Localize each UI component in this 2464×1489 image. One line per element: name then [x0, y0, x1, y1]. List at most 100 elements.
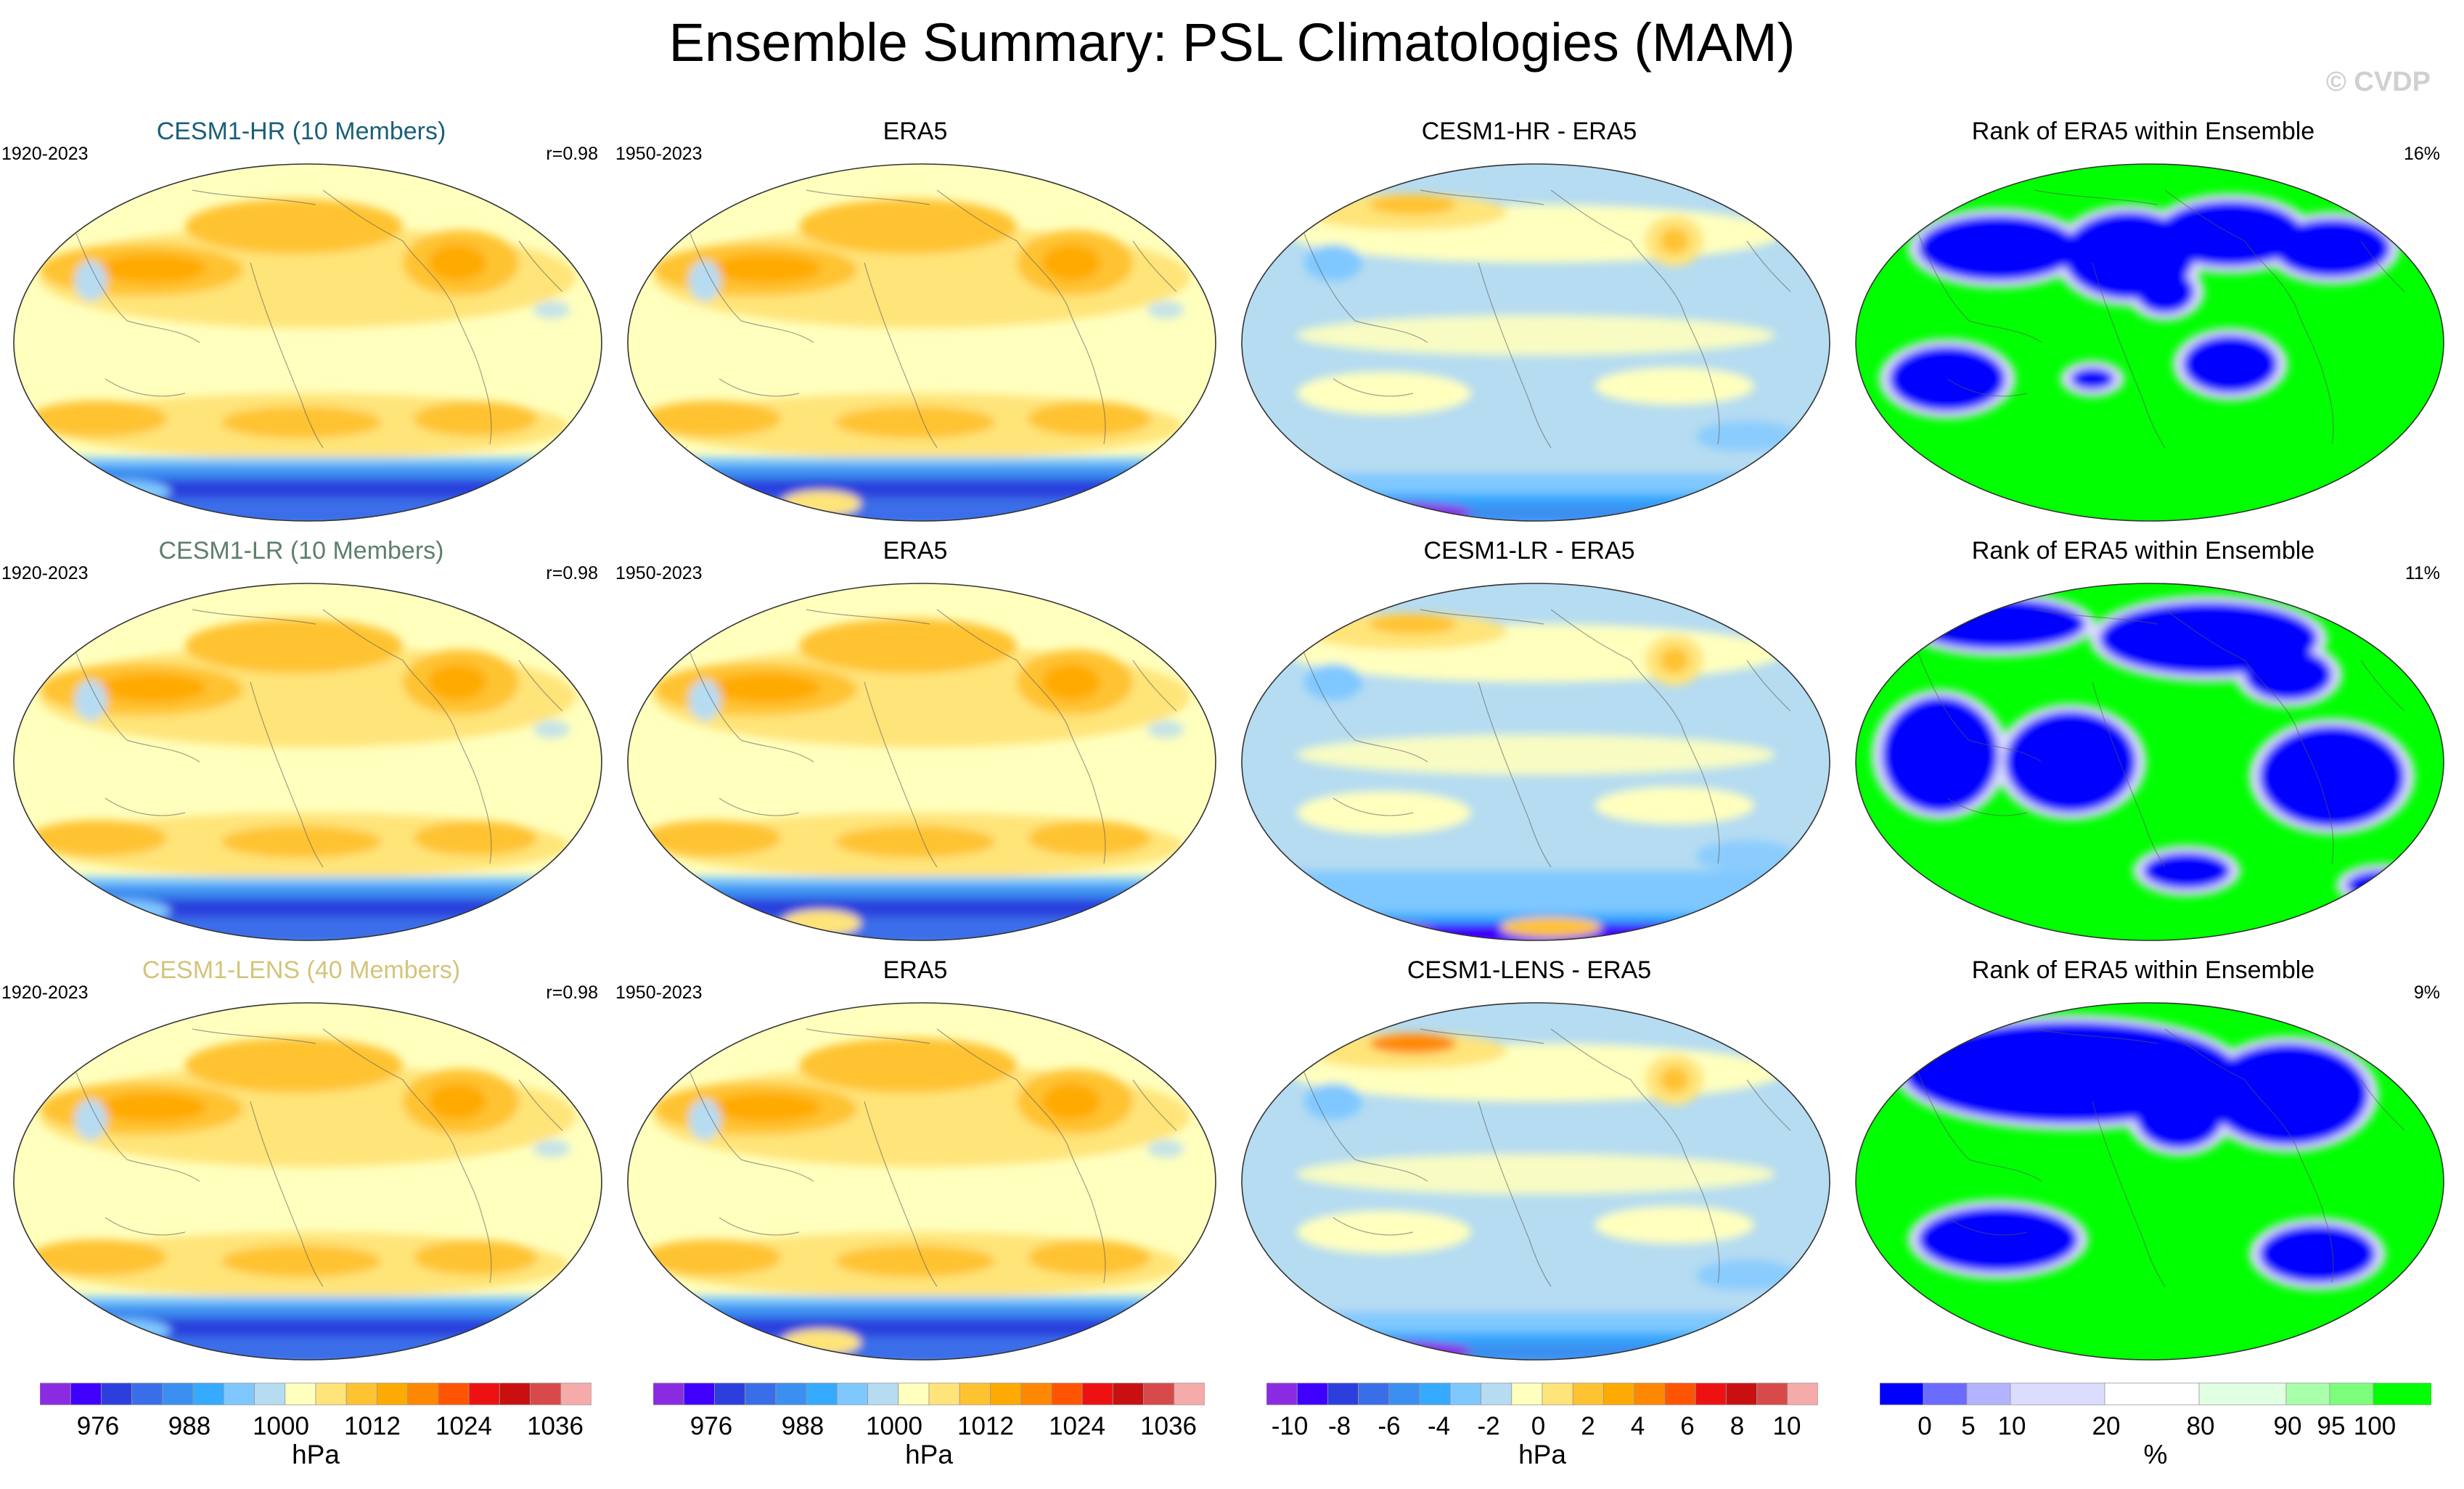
colorbar-swatch — [40, 1382, 71, 1406]
coastline — [2360, 240, 2405, 292]
coastline — [1947, 1217, 2028, 1236]
rank-percent-label: 16% — [2403, 144, 2440, 164]
rank-low-region — [2209, 1043, 2368, 1145]
colorbar-swatch — [1388, 1382, 1420, 1406]
colorbar-swatch — [285, 1382, 316, 1406]
colorbar-tick-label: 988 — [168, 1412, 211, 1440]
contour-band — [14, 885, 602, 901]
contour-region — [835, 406, 995, 438]
pattern-correlation-label: r=0.98 — [546, 144, 598, 164]
rank-low-region — [2005, 711, 2136, 813]
map-container — [11, 581, 605, 943]
panel-title: Rank of ERA5 within Ensemble — [1971, 956, 2315, 984]
contour-region — [185, 618, 403, 673]
contour-region — [835, 1245, 995, 1277]
panel-obs-row2: ERA5 1950-2023 — [614, 536, 1216, 942]
contour-region — [1595, 787, 1754, 824]
contour-region — [643, 1239, 781, 1276]
colorbar-tick-label: 1000 — [866, 1412, 922, 1440]
contour-region — [428, 664, 486, 700]
colorbar-tick-label: 1036 — [527, 1412, 584, 1440]
coastline — [806, 609, 930, 625]
panel-title: CESM1-HR (10 Members) — [156, 118, 446, 145]
coastline — [936, 1028, 1106, 1284]
colorbar-swatch — [1358, 1382, 1390, 1406]
colorbar-swatch — [959, 1382, 991, 1406]
panel-diff-row1: CESM1-HR - ERA5 — [1228, 116, 1830, 522]
contour-region — [98, 673, 207, 702]
colorbar-swatch — [438, 1382, 470, 1406]
colorbar-unit-label: % — [2143, 1440, 2168, 1469]
colorbar-unit-label: hPa — [1518, 1440, 1566, 1469]
colorbar-tick-label: -4 — [1427, 1412, 1451, 1440]
coastline — [192, 609, 316, 625]
rank-low-region — [2274, 219, 2390, 277]
contour-band — [14, 498, 602, 521]
contour-region — [835, 826, 995, 858]
contour-band — [14, 898, 602, 920]
rank-low-region — [2143, 853, 2230, 889]
coastline — [1420, 609, 1544, 625]
panel-model-row1: CESM1-HR (10 Members) 1920-2023 r=0.98 — [0, 116, 602, 522]
coastline — [105, 378, 186, 397]
coastline — [1420, 189, 1544, 205]
coastline — [75, 233, 200, 343]
contour-region — [1296, 734, 1775, 775]
contour-band — [14, 1305, 602, 1321]
colorbar-tick-label: 0 — [1531, 1412, 1546, 1440]
rank-low-region — [2259, 1225, 2375, 1283]
map-container — [625, 581, 1219, 943]
psl-map — [13, 1002, 602, 1361]
panel-title: ERA5 — [883, 118, 948, 145]
coastline — [1947, 378, 2028, 397]
coastline — [105, 797, 186, 816]
colorbar-swatch — [898, 1382, 930, 1406]
colorbar-swatch — [407, 1382, 439, 1406]
contour-region — [1500, 917, 1602, 938]
panel-model-row3: CESM1-LENS (40 Members) 1920-2023 r=0.98 — [0, 955, 602, 1361]
coastline — [1746, 1079, 1791, 1131]
coastline — [719, 378, 800, 397]
contour-region — [428, 245, 486, 281]
panel-title: CESM1-HR - ERA5 — [1421, 118, 1637, 145]
map-border — [627, 163, 1216, 522]
coastline — [2164, 609, 2334, 864]
contour-band — [628, 498, 1216, 521]
coastline — [322, 189, 492, 445]
coastline — [250, 262, 324, 448]
contour-region — [533, 1140, 570, 1157]
map-container — [1239, 161, 1833, 524]
contour-region — [98, 1093, 207, 1122]
map-border — [1855, 163, 2444, 522]
colorbar-swatch — [192, 1382, 224, 1406]
colorbar-tick-label: 20 — [2092, 1412, 2121, 1440]
coastline — [1947, 797, 2028, 816]
map-container — [11, 1000, 605, 1363]
colorbar-swatches — [1266, 1382, 1818, 1406]
colorbar-swatch — [1143, 1382, 1175, 1406]
coastline — [1746, 240, 1791, 292]
coastline — [689, 652, 814, 763]
colorbar-tick-label: 976 — [689, 1412, 733, 1440]
colorbar-swatch — [806, 1382, 838, 1406]
rank-map — [1855, 163, 2444, 522]
colorbar-tick-label: 90 — [2273, 1412, 2302, 1440]
colorbar-swatch — [1327, 1382, 1359, 1406]
colorbar-swatch — [70, 1382, 102, 1406]
rank-low-region — [2346, 871, 2419, 900]
map-border — [1241, 583, 1830, 941]
panel-rank-row1: Rank of ERA5 within Ensemble 16% — [1842, 116, 2444, 522]
contour-region — [1696, 1260, 1798, 1292]
contour-region — [1147, 301, 1184, 319]
colorbar-tick-label: 1036 — [1140, 1412, 1197, 1440]
coastline — [518, 240, 563, 292]
coastline — [2360, 1079, 2405, 1131]
colorbar-swatches — [40, 1382, 592, 1406]
coastline — [1478, 681, 1552, 868]
colorbar-2: 976 988 1000 1012 1024 1036 hPa — [653, 1380, 1227, 1489]
coastline — [1333, 1217, 1414, 1236]
contour-band — [628, 1337, 1216, 1360]
contour-band — [1242, 1290, 1830, 1312]
coastline — [2034, 1028, 2158, 1044]
rank-map — [1855, 1002, 2444, 1361]
